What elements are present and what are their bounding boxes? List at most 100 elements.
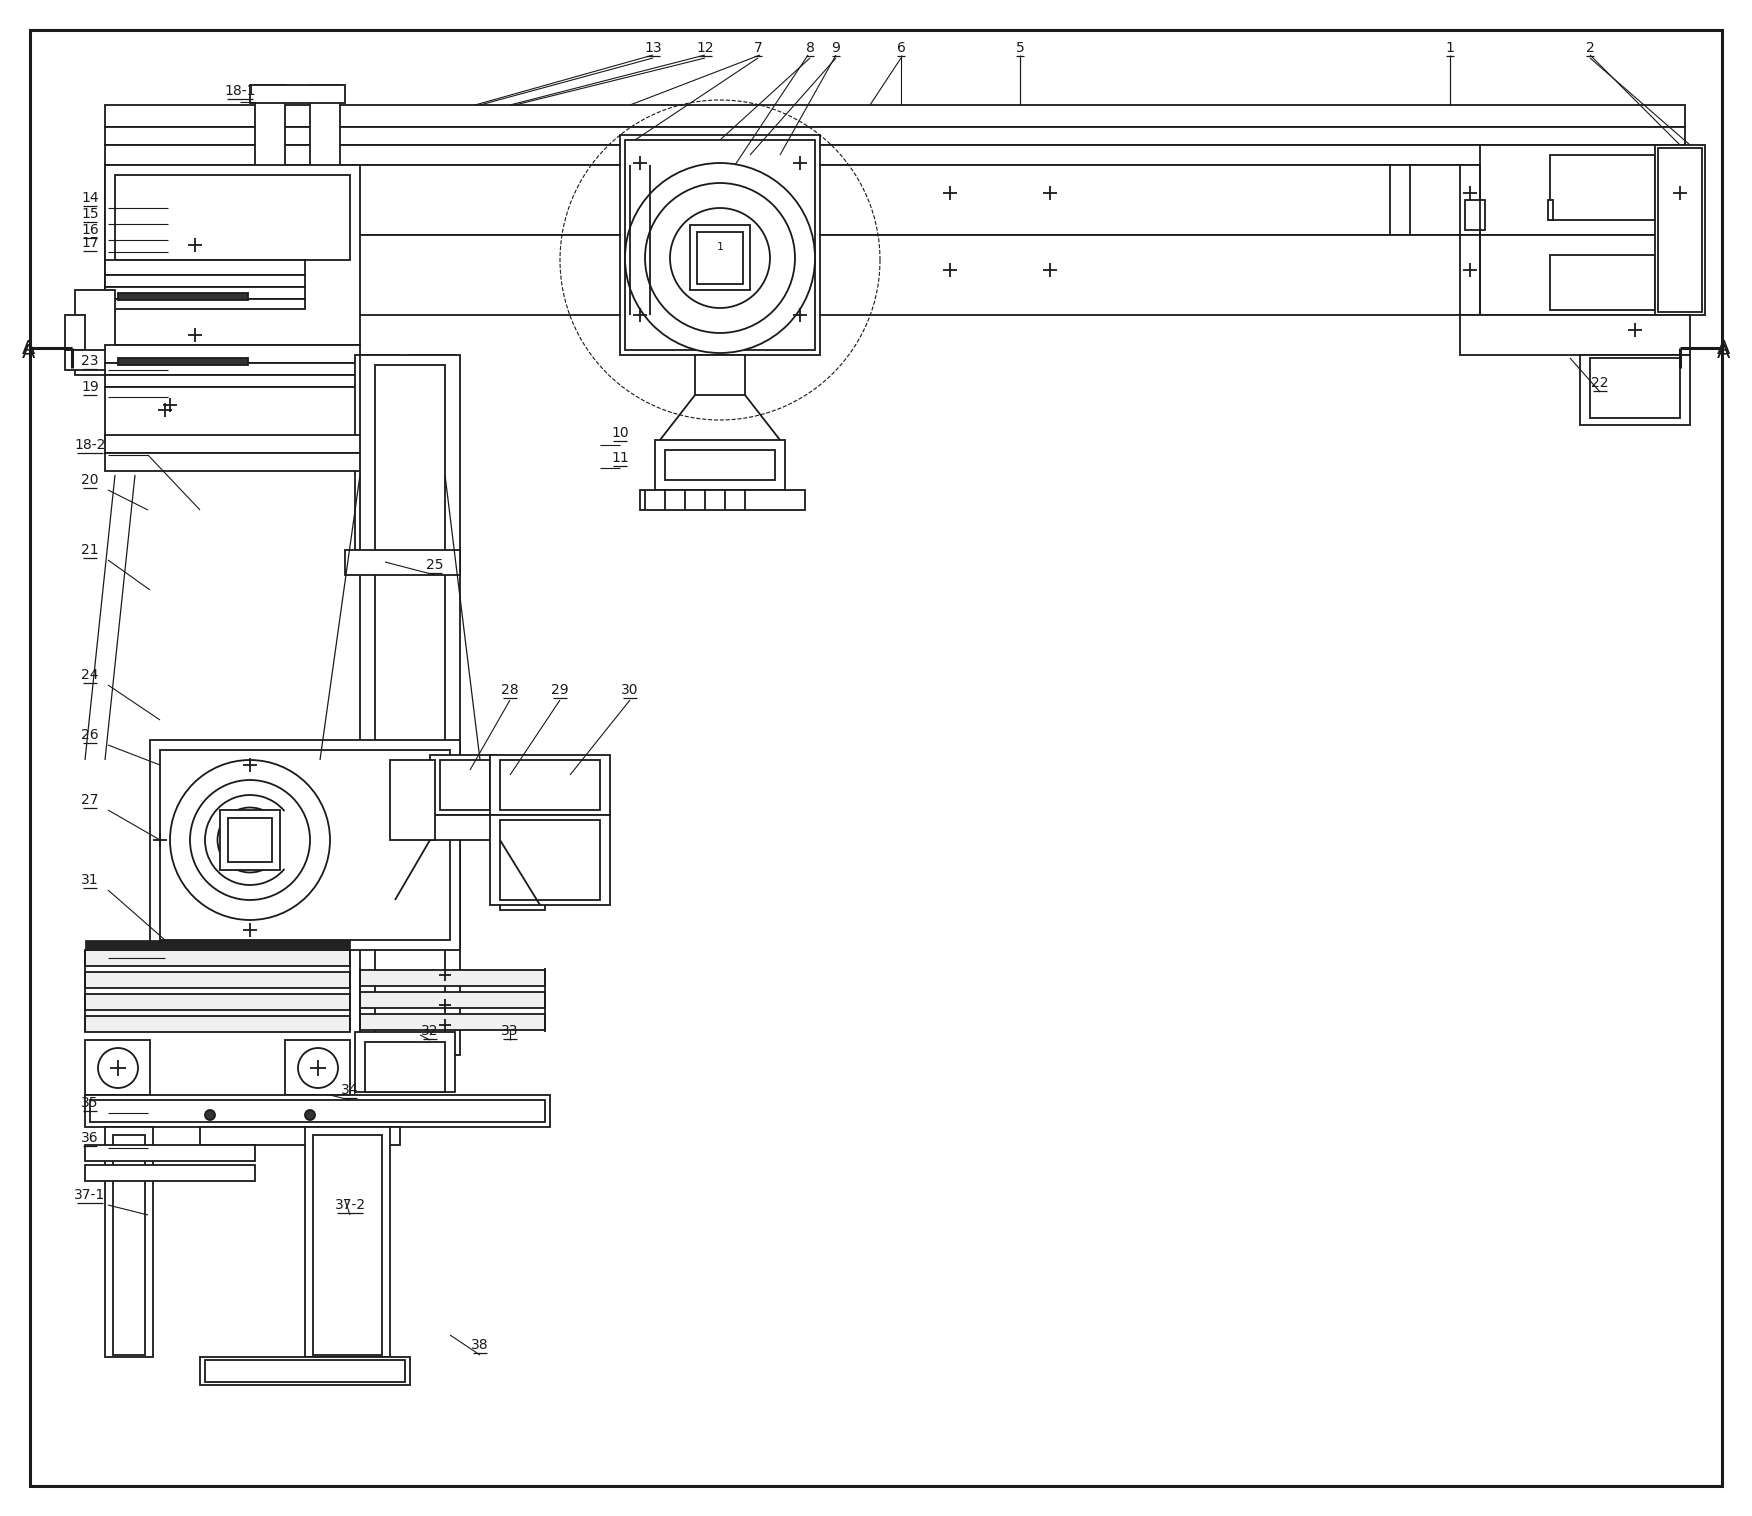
Text: 32: 32 xyxy=(420,1023,438,1038)
Bar xyxy=(1551,155,1656,220)
Bar xyxy=(620,135,820,355)
Bar xyxy=(105,127,1685,146)
Bar xyxy=(105,362,359,374)
Bar xyxy=(86,1164,256,1181)
Bar xyxy=(356,1032,456,1092)
Bar xyxy=(359,355,461,1055)
Bar xyxy=(105,146,1685,165)
Bar xyxy=(666,450,774,481)
Bar xyxy=(105,453,405,471)
Text: 36: 36 xyxy=(81,1131,98,1145)
Bar xyxy=(86,940,350,951)
Bar xyxy=(499,760,545,910)
Bar xyxy=(105,165,1685,235)
Bar xyxy=(75,290,116,374)
Bar xyxy=(639,490,804,509)
Bar xyxy=(322,174,336,211)
Text: 12: 12 xyxy=(696,41,713,55)
Bar xyxy=(86,951,350,966)
Text: A: A xyxy=(1717,343,1729,361)
Bar xyxy=(86,1040,151,1095)
Text: 30: 30 xyxy=(622,684,639,697)
Text: 33: 33 xyxy=(501,1023,519,1038)
Bar xyxy=(105,374,359,387)
Text: 7: 7 xyxy=(753,41,762,55)
Circle shape xyxy=(170,760,329,920)
Bar xyxy=(364,1041,445,1092)
Bar xyxy=(65,350,119,370)
Text: 35: 35 xyxy=(81,1096,98,1110)
Bar xyxy=(499,820,599,901)
Bar xyxy=(200,1126,399,1145)
Bar xyxy=(86,994,350,1010)
Text: 26: 26 xyxy=(81,728,98,741)
Bar xyxy=(696,355,745,396)
Text: 6: 6 xyxy=(897,41,906,55)
Bar xyxy=(429,755,499,816)
Bar xyxy=(429,816,499,840)
Circle shape xyxy=(305,1110,315,1120)
Text: 37-2: 37-2 xyxy=(335,1198,366,1211)
Bar xyxy=(228,819,272,863)
Bar xyxy=(1465,200,1486,230)
Text: 16: 16 xyxy=(81,223,98,236)
Text: 18-2: 18-2 xyxy=(74,438,105,452)
Bar xyxy=(86,1095,550,1126)
Bar xyxy=(391,760,434,840)
Bar xyxy=(697,232,743,283)
Bar xyxy=(105,346,359,362)
Text: 14: 14 xyxy=(81,191,98,205)
Bar xyxy=(86,1016,350,1032)
Bar xyxy=(359,1014,545,1029)
Bar xyxy=(256,85,286,435)
Text: 29: 29 xyxy=(552,684,569,697)
Bar xyxy=(359,991,545,1008)
Bar xyxy=(1549,200,1552,220)
Circle shape xyxy=(645,183,795,334)
Bar xyxy=(655,440,785,490)
Bar xyxy=(1480,146,1675,235)
Bar xyxy=(1580,355,1691,424)
Bar xyxy=(105,387,359,443)
Bar xyxy=(310,85,340,435)
Bar xyxy=(205,1360,405,1383)
Text: 31: 31 xyxy=(81,873,98,887)
Bar xyxy=(86,1145,256,1161)
Bar xyxy=(410,355,456,555)
Bar xyxy=(65,315,86,350)
Text: 1: 1 xyxy=(717,243,724,252)
Text: 24: 24 xyxy=(81,669,98,682)
Bar xyxy=(251,85,345,103)
Bar xyxy=(491,755,610,816)
Bar xyxy=(86,972,350,988)
Circle shape xyxy=(189,781,310,901)
Bar xyxy=(491,816,610,905)
Bar xyxy=(1459,315,1691,355)
Text: 27: 27 xyxy=(81,793,98,807)
Text: A: A xyxy=(23,343,35,361)
Bar xyxy=(345,550,461,575)
Text: 1: 1 xyxy=(1445,41,1454,55)
Circle shape xyxy=(98,1048,138,1088)
Circle shape xyxy=(669,208,769,308)
Text: 20: 20 xyxy=(81,473,98,487)
Text: 11: 11 xyxy=(611,450,629,465)
Bar xyxy=(499,760,599,810)
Bar xyxy=(268,174,282,211)
Bar xyxy=(375,365,445,1055)
Bar xyxy=(105,261,305,274)
Circle shape xyxy=(298,1048,338,1088)
Text: 5: 5 xyxy=(1016,41,1025,55)
Text: 21: 21 xyxy=(81,543,98,556)
Text: 25: 25 xyxy=(426,558,443,572)
Bar xyxy=(1657,149,1701,312)
Bar xyxy=(221,810,280,870)
Text: 22: 22 xyxy=(1591,376,1608,390)
Bar xyxy=(1551,255,1656,309)
Bar xyxy=(105,105,1685,127)
Bar xyxy=(159,750,450,940)
Bar xyxy=(89,1101,545,1122)
Text: 2: 2 xyxy=(1586,41,1594,55)
Bar xyxy=(440,760,491,810)
Bar xyxy=(105,435,405,453)
